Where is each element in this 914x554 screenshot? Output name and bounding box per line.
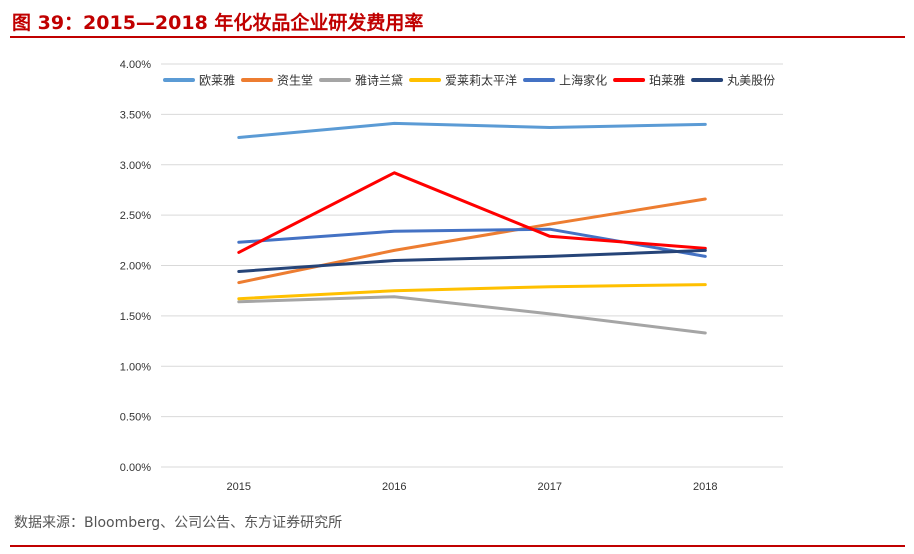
legend: 欧莱雅 资生堂 雅诗兰黛 爱莱莉太平洋 上海家化 珀莱雅 丸美股份 <box>163 73 775 88</box>
source-note: 数据来源：Bloomberg、公司公告、东方证券研究所 <box>14 515 343 531</box>
series-line <box>237 171 707 254</box>
series-line <box>237 248 707 273</box>
gridlines <box>161 63 783 468</box>
series-lines <box>237 121 707 335</box>
x-axis-ticks: 2015 2016 2017 2018 <box>227 481 718 493</box>
x-tick-label: 2016 <box>382 481 406 493</box>
legend-label: 珀莱雅 <box>649 73 685 88</box>
y-tick-label: 4.00% <box>120 59 151 71</box>
series-line <box>237 197 707 285</box>
legend-label: 资生堂 <box>277 74 313 88</box>
legend-label: 爱莱莉太平洋 <box>445 73 517 88</box>
legend-label: 丸美股份 <box>727 74 775 88</box>
y-tick-label: 1.00% <box>120 361 151 373</box>
y-tick-label: 2.00% <box>120 261 151 273</box>
y-tick-label: 0.50% <box>120 412 151 424</box>
series-line <box>237 295 707 335</box>
series-line <box>237 121 707 139</box>
bottom-rule <box>10 545 905 547</box>
y-tick-label: 1.50% <box>120 311 151 323</box>
figure-title: 图 39：2015—2018 年化妆品企业研发费用率 <box>12 12 424 34</box>
y-tick-label: 3.00% <box>120 160 151 172</box>
legend-label: 雅诗兰黛 <box>355 73 403 88</box>
y-tick-label: 3.50% <box>120 109 151 121</box>
x-tick-label: 2018 <box>693 481 717 493</box>
x-tick-label: 2017 <box>538 481 562 493</box>
y-tick-label: 2.50% <box>120 210 151 222</box>
legend-label: 上海家化 <box>559 73 607 88</box>
legend-label: 欧莱雅 <box>199 73 235 88</box>
series-line <box>237 283 707 301</box>
x-tick-label: 2015 <box>227 481 251 493</box>
y-axis-ticks: 0.00% 0.50% 1.00% 1.50% 2.00% 2.50% 3.00% 3.50%… <box>120 59 151 474</box>
top-rule <box>10 36 905 38</box>
y-tick-label: 0.00% <box>120 462 151 474</box>
